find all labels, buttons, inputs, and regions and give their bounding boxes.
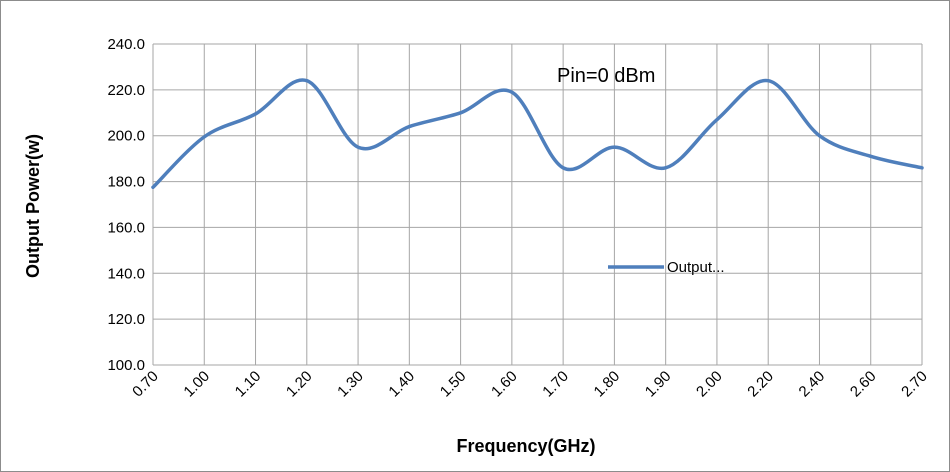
y-tick-label: 240.0 bbox=[107, 36, 145, 53]
data-point bbox=[561, 166, 565, 170]
x-tick-label: 2.40 bbox=[796, 368, 829, 401]
legend-label: Output... bbox=[667, 259, 725, 276]
x-tick-label: 2.60 bbox=[847, 368, 880, 401]
data-point bbox=[356, 145, 360, 149]
data-point bbox=[612, 145, 616, 149]
y-axis-title: Output Power(w) bbox=[23, 134, 43, 278]
y-tick-label: 120.0 bbox=[107, 311, 145, 328]
y-axis-ticks: 100.0 120.0 140.0 160.0 180.0 200.0 220.0 240.0 bbox=[107, 36, 145, 374]
x-tick-label: 1.20 bbox=[283, 368, 316, 401]
x-tick-label: 2.20 bbox=[744, 368, 777, 401]
y-tick-label: 220.0 bbox=[107, 82, 145, 99]
x-tick-label: 1.50 bbox=[437, 368, 470, 401]
x-tick-label: 1.70 bbox=[539, 368, 572, 401]
series-line bbox=[151, 78, 924, 190]
data-point bbox=[766, 79, 770, 83]
data-point bbox=[202, 135, 206, 139]
y-tick-label: 200.0 bbox=[107, 128, 145, 145]
x-tick-label: 2.70 bbox=[898, 368, 931, 401]
y-tick-label: 180.0 bbox=[107, 174, 145, 191]
data-point bbox=[407, 125, 411, 129]
x-tick-label: 1.00 bbox=[180, 368, 213, 401]
y-tick-label: 160.0 bbox=[107, 219, 145, 236]
x-tick-label: 2.00 bbox=[693, 368, 726, 401]
x-tick-label: 1.30 bbox=[334, 368, 367, 401]
x-axis-title: Frequency(GHz) bbox=[456, 436, 595, 456]
data-point bbox=[510, 90, 514, 94]
data-point bbox=[151, 185, 155, 189]
series-layer bbox=[151, 78, 924, 190]
data-point bbox=[920, 166, 924, 170]
data-point bbox=[254, 112, 258, 116]
data-point bbox=[817, 134, 821, 138]
grid bbox=[152, 43, 923, 366]
x-tick-label: 1.40 bbox=[385, 368, 418, 401]
y-tick-label: 140.0 bbox=[107, 265, 145, 282]
annotation-pin: Pin=0 dBm bbox=[557, 65, 655, 87]
y-tick-label: 100.0 bbox=[107, 357, 145, 374]
data-point bbox=[664, 166, 668, 170]
data-point bbox=[869, 154, 873, 158]
data-point bbox=[459, 111, 463, 115]
x-tick-label: 1.90 bbox=[642, 368, 675, 401]
x-tick-label: 1.80 bbox=[591, 368, 624, 401]
x-tick-label: 1.10 bbox=[232, 368, 265, 401]
x-axis-ticks: 0.70 1.00 1.10 1.20 1.30 1.40 1.50 1.60 1.70 1.80… bbox=[129, 368, 931, 401]
line-chart: 100.0 120.0 140.0 160.0 180.0 200.0 220.0 240.0… bbox=[23, 36, 931, 456]
data-point bbox=[715, 118, 719, 122]
x-tick-label: 1.60 bbox=[488, 368, 521, 401]
legend: Output... bbox=[608, 259, 725, 276]
data-point bbox=[305, 79, 309, 83]
